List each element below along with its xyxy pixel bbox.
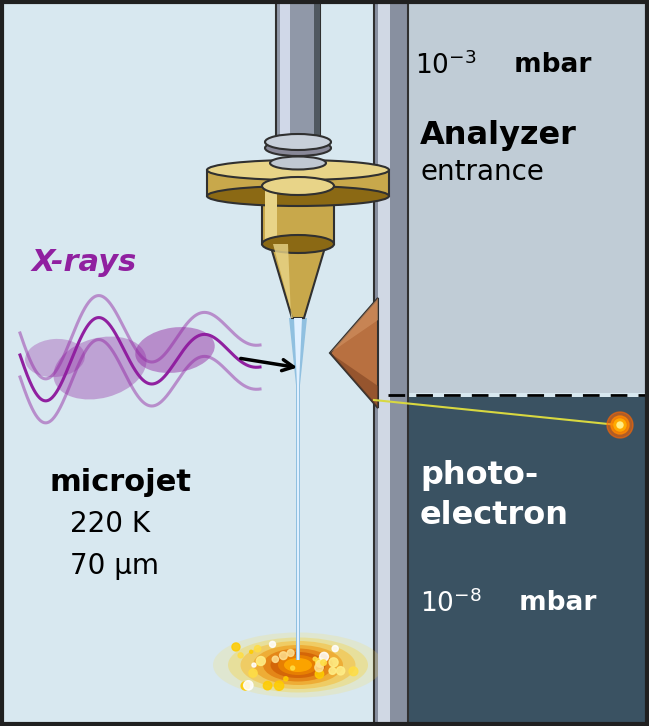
Circle shape xyxy=(607,412,633,438)
Circle shape xyxy=(329,667,336,674)
Ellipse shape xyxy=(263,648,333,682)
Circle shape xyxy=(319,653,328,661)
Circle shape xyxy=(232,643,240,651)
Ellipse shape xyxy=(53,337,147,399)
Circle shape xyxy=(336,666,345,675)
Circle shape xyxy=(243,681,253,690)
Circle shape xyxy=(313,657,317,661)
Circle shape xyxy=(611,416,629,434)
Circle shape xyxy=(291,666,295,670)
Circle shape xyxy=(315,664,323,672)
Bar xyxy=(265,186,277,244)
Bar xyxy=(207,170,389,196)
Polygon shape xyxy=(330,353,378,408)
Circle shape xyxy=(284,677,288,681)
Circle shape xyxy=(349,667,358,676)
Ellipse shape xyxy=(253,645,343,685)
Circle shape xyxy=(263,682,272,690)
Ellipse shape xyxy=(262,235,334,253)
Circle shape xyxy=(254,645,261,652)
Circle shape xyxy=(269,641,276,648)
Ellipse shape xyxy=(228,637,368,693)
Text: $10^{-3}$: $10^{-3}$ xyxy=(415,52,476,81)
Ellipse shape xyxy=(270,161,326,174)
Bar xyxy=(280,0,290,148)
Polygon shape xyxy=(378,0,390,726)
Text: entrance: entrance xyxy=(420,158,544,186)
Polygon shape xyxy=(294,318,302,660)
Circle shape xyxy=(256,662,260,665)
Ellipse shape xyxy=(241,641,356,689)
Circle shape xyxy=(321,660,326,666)
Ellipse shape xyxy=(265,140,331,156)
Ellipse shape xyxy=(207,160,389,180)
Polygon shape xyxy=(270,244,326,318)
Circle shape xyxy=(241,682,249,690)
Ellipse shape xyxy=(262,177,334,195)
Ellipse shape xyxy=(284,658,312,672)
Ellipse shape xyxy=(207,186,389,206)
Polygon shape xyxy=(388,0,649,393)
Circle shape xyxy=(288,650,294,656)
Text: mbar: mbar xyxy=(510,590,596,616)
Circle shape xyxy=(329,658,338,666)
Ellipse shape xyxy=(213,632,383,698)
Ellipse shape xyxy=(25,339,85,377)
Polygon shape xyxy=(330,298,378,408)
Ellipse shape xyxy=(270,157,326,169)
Circle shape xyxy=(317,660,323,667)
Circle shape xyxy=(250,650,252,653)
Circle shape xyxy=(249,669,257,677)
Circle shape xyxy=(315,658,324,666)
Circle shape xyxy=(272,656,278,662)
Text: X-rays: X-rays xyxy=(32,248,137,277)
Polygon shape xyxy=(273,244,293,318)
Circle shape xyxy=(614,419,626,431)
Text: Analyzer: Analyzer xyxy=(420,120,577,151)
Text: photo-: photo- xyxy=(420,460,538,491)
Ellipse shape xyxy=(265,134,331,150)
Text: mbar: mbar xyxy=(505,52,591,78)
Circle shape xyxy=(256,656,265,666)
Text: $10^{-8}$: $10^{-8}$ xyxy=(420,590,482,619)
Ellipse shape xyxy=(271,652,326,678)
Polygon shape xyxy=(289,318,307,660)
Ellipse shape xyxy=(278,655,318,675)
Circle shape xyxy=(315,670,324,678)
Circle shape xyxy=(617,422,623,428)
Circle shape xyxy=(275,681,284,690)
Polygon shape xyxy=(330,298,378,353)
Ellipse shape xyxy=(135,327,215,373)
Bar xyxy=(276,0,320,148)
Circle shape xyxy=(280,652,288,660)
Circle shape xyxy=(238,653,243,658)
Bar xyxy=(262,186,334,244)
Text: 70 μm: 70 μm xyxy=(70,552,159,580)
Circle shape xyxy=(252,663,256,667)
Text: 220 K: 220 K xyxy=(70,510,150,538)
Text: microjet: microjet xyxy=(50,468,192,497)
Bar xyxy=(314,0,320,148)
Polygon shape xyxy=(388,397,649,726)
Circle shape xyxy=(332,645,338,652)
Polygon shape xyxy=(374,0,408,726)
Text: electron: electron xyxy=(420,500,569,531)
